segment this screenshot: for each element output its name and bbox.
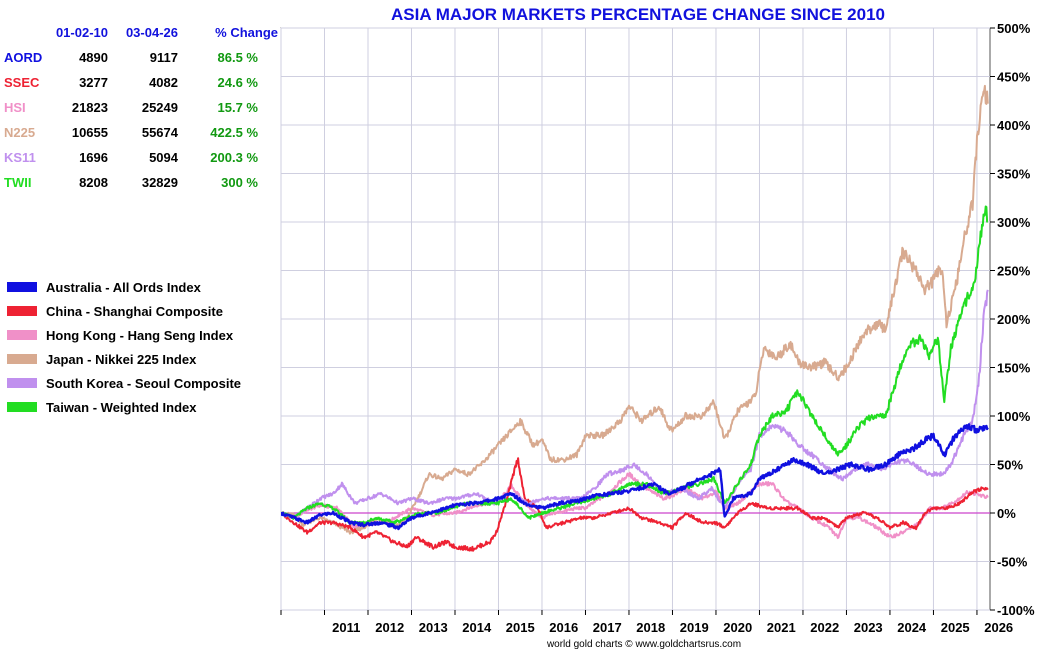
footer-credit: world gold charts © www.goldchartsrus.co… bbox=[546, 639, 741, 650]
series-line bbox=[281, 471, 989, 540]
y-tick-label: 0% bbox=[997, 506, 1016, 521]
table-start-value: 8208 bbox=[79, 175, 108, 190]
y-tick-label: 150% bbox=[997, 361, 1031, 376]
legend-label: Taiwan - Weighted Index bbox=[46, 400, 197, 415]
table-change-value: 200.3 % bbox=[210, 150, 258, 165]
series-line bbox=[281, 289, 989, 520]
x-tick-label: 2017 bbox=[593, 620, 622, 635]
legend-swatch bbox=[7, 306, 37, 316]
y-tick-label: 300% bbox=[997, 215, 1031, 230]
x-tick-label: 2011 bbox=[332, 620, 360, 635]
summary-table: 01-02-10 03-04-26 % Change AORD 4890 9117 86.5… bbox=[4, 25, 278, 190]
plot-area: -100% -50% 0% 50% 100% 150% 200% 250% 300% 350% 40… bbox=[280, 21, 1035, 635]
table-start-value: 4890 bbox=[79, 50, 108, 65]
y-tick-label: 350% bbox=[997, 167, 1031, 182]
table-code: TWII bbox=[4, 175, 31, 190]
x-tick-label: 2014 bbox=[462, 620, 492, 635]
table-start-value: 21823 bbox=[72, 100, 108, 115]
x-tick-label: 2024 bbox=[897, 620, 927, 635]
legend-label: China - Shanghai Composite bbox=[46, 304, 223, 319]
legend-swatch bbox=[7, 330, 37, 340]
y-tick-label: -100% bbox=[997, 603, 1035, 618]
table-code: SSEC bbox=[4, 75, 40, 90]
table-end-value: 32829 bbox=[142, 175, 178, 190]
chart-title: ASIA MAJOR MARKETS PERCENTAGE CHANGE SIN… bbox=[391, 5, 885, 24]
y-tick-label: 450% bbox=[997, 70, 1031, 85]
table-end-value: 25249 bbox=[142, 100, 178, 115]
table-start-value: 10655 bbox=[72, 125, 108, 140]
table-start-value: 3277 bbox=[79, 75, 108, 90]
x-tick-label: 2021 bbox=[767, 620, 796, 635]
legend-swatch bbox=[7, 402, 37, 412]
x-tick-label: 2016 bbox=[549, 620, 578, 635]
series-line bbox=[281, 84, 989, 535]
x-tick-label: 2019 bbox=[680, 620, 709, 635]
table-change-value: 86.5 % bbox=[218, 50, 259, 65]
y-tick-label: 100% bbox=[997, 409, 1031, 424]
x-tick-label: 2025 bbox=[941, 620, 970, 635]
table-end-value: 4082 bbox=[149, 75, 178, 90]
table-code: HSI bbox=[4, 100, 26, 115]
legend-swatch bbox=[7, 378, 37, 388]
y-tick-label: 500% bbox=[997, 21, 1031, 36]
legend: Australia - All Ords Index China - Shangh… bbox=[7, 280, 241, 415]
x-tick-label: 2012 bbox=[375, 620, 404, 635]
x-tick-label: 2026 bbox=[984, 620, 1013, 635]
table-start-value: 1696 bbox=[79, 150, 108, 165]
series-line bbox=[281, 205, 989, 526]
legend-label: Japan - Nikkei 225 Index bbox=[46, 352, 197, 367]
y-tick-label: 400% bbox=[997, 118, 1031, 133]
y-tick-label: -50% bbox=[997, 555, 1028, 570]
table-code: AORD bbox=[4, 50, 42, 65]
table-end-value: 55674 bbox=[142, 125, 179, 140]
x-tick-label: 2015 bbox=[506, 620, 535, 635]
table-header: 03-04-26 bbox=[126, 25, 178, 40]
legend-swatch bbox=[7, 354, 37, 364]
table-change-value: 422.5 % bbox=[210, 125, 258, 140]
x-tick-label: 2018 bbox=[636, 620, 665, 635]
series-line bbox=[281, 457, 989, 552]
table-header: % Change bbox=[215, 25, 278, 40]
legend-label: Hong Kong - Hang Seng Index bbox=[46, 328, 234, 343]
x-tick-label: 2022 bbox=[810, 620, 839, 635]
y-tick-label: 200% bbox=[997, 312, 1031, 327]
table-end-value: 9117 bbox=[150, 50, 178, 65]
series-line bbox=[281, 423, 989, 531]
table-change-value: 15.7 % bbox=[218, 100, 259, 115]
x-tick-label: 2023 bbox=[854, 620, 883, 635]
table-code: N225 bbox=[4, 125, 35, 140]
table-change-value: 24.6 % bbox=[218, 75, 259, 90]
y-tick-label: 50% bbox=[997, 458, 1023, 473]
legend-label: South Korea - Seoul Composite bbox=[46, 376, 241, 391]
table-end-value: 5094 bbox=[149, 150, 179, 165]
x-tick-label: 2020 bbox=[723, 620, 752, 635]
legend-swatch bbox=[7, 282, 37, 292]
table-change-value: 300 % bbox=[221, 175, 258, 190]
table-header: 01-02-10 bbox=[56, 25, 108, 40]
x-tick-label: 2013 bbox=[419, 620, 448, 635]
y-tick-label: 250% bbox=[997, 264, 1031, 279]
table-code: KS11 bbox=[4, 150, 36, 165]
legend-label: Australia - All Ords Index bbox=[46, 280, 202, 295]
